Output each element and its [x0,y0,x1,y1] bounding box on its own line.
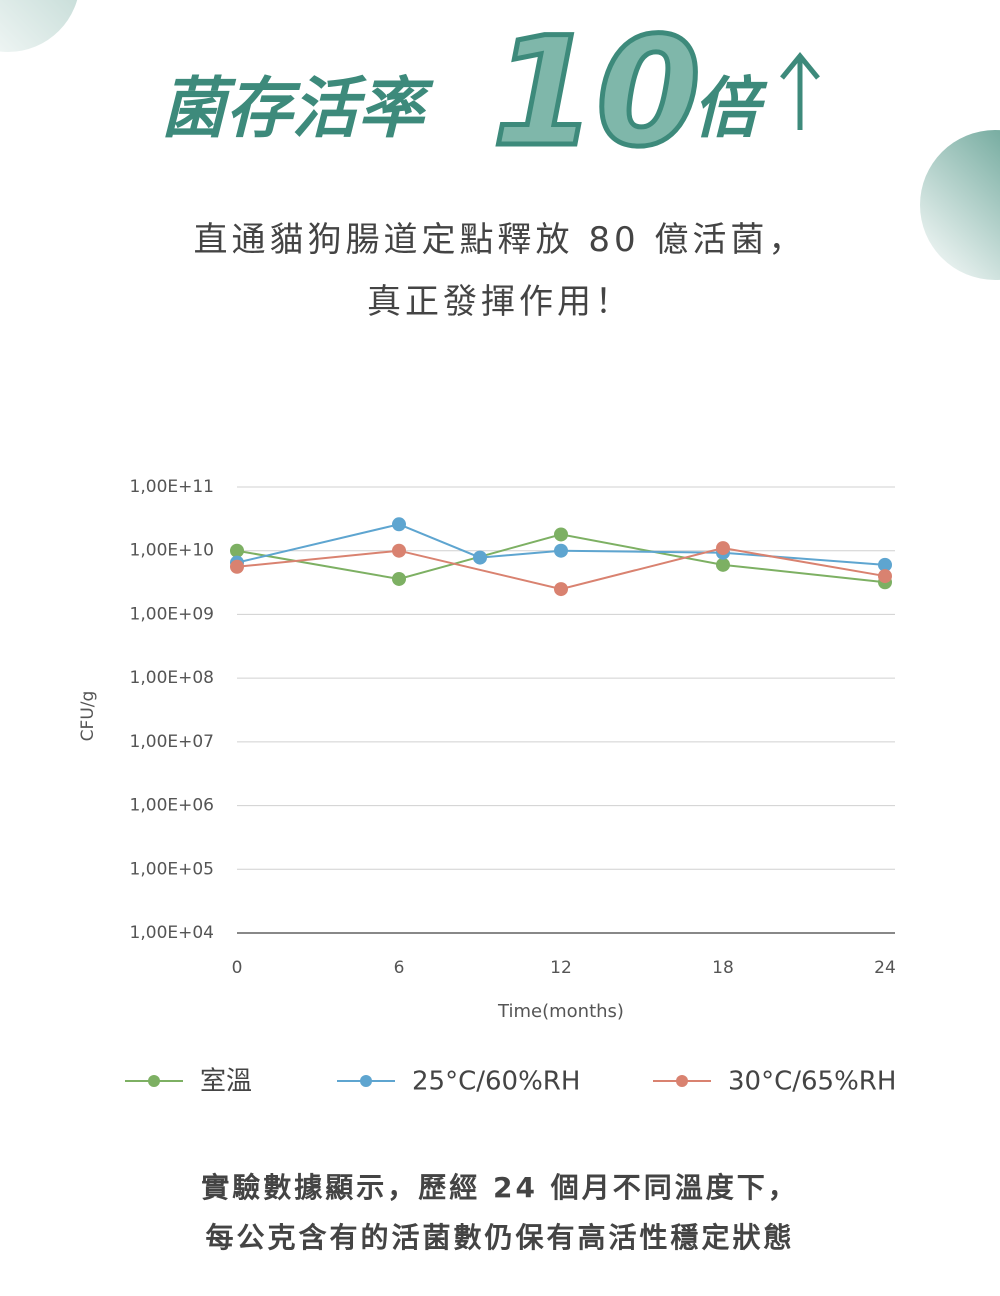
x-axis-label: Time(months) [497,1001,624,1022]
data-point [554,582,568,597]
y-tick-label: 1,00E+11 [130,477,214,497]
y-tick-label: 1,00E+08 [130,668,214,688]
data-point [230,559,244,574]
data-point [716,541,730,556]
legend-label: 25°C/60%RH [412,1067,580,1097]
arrow [780,52,820,130]
legend-dot [676,1075,688,1087]
x-tick-label: 18 [712,958,734,978]
y-tick-label: 1,00E+04 [130,923,214,943]
title-left: 菌存活率 [160,70,424,147]
title-right: 倍 [693,70,759,147]
legend-label: 30°C/65%RH [728,1067,896,1097]
data-point [473,550,487,565]
y-tick-label: 1,00E+06 [130,796,214,816]
x-tick-label: 24 [874,958,896,978]
y-axis-label: CFU/g [78,691,98,742]
x-tick-label: 6 [394,958,405,978]
legend-dot [148,1075,160,1087]
y-tick-label: 1,00E+07 [130,732,214,752]
decor-circle [0,0,78,52]
data-point [554,543,568,558]
x-tick-label: 0 [232,958,243,978]
legend-dot [360,1075,372,1087]
data-point [392,543,406,558]
y-tick-label: 1,00E+09 [130,604,214,624]
title-number: 10 [490,6,704,180]
data-point [878,557,892,572]
data-point [392,517,406,532]
data-point [392,571,406,586]
series-line [236,523,886,566]
data-point [878,569,892,584]
footer-text: 實驗數據顯示，歷經 24 個月不同溫度下， [201,1171,799,1204]
legend-label: 室溫 [200,1067,252,1097]
y-tick-label: 1,00E+10 [130,541,214,561]
subtitle: 真正發揮作用！ [367,282,633,322]
subtitle: 直通貓狗腸道定點釋放 80 億活菌， [193,220,807,260]
data-point [554,527,568,542]
y-tick-label: 1,00E+05 [130,859,214,879]
x-tick-label: 12 [550,958,572,978]
decor-circle [920,130,1000,280]
data-point [230,543,244,558]
footer-text: 每公克含有的活菌數仍保有高活性穩定狀態 [205,1221,795,1254]
data-point [716,557,730,572]
